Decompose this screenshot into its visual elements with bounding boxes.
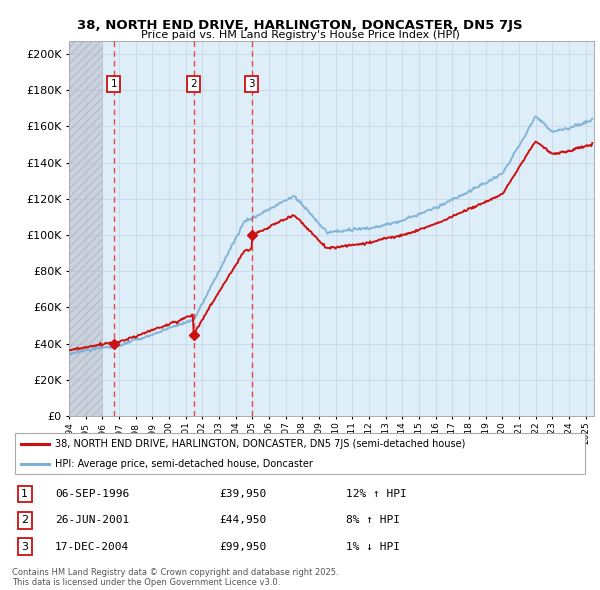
Text: £39,950: £39,950 <box>220 489 266 499</box>
Text: HPI: Average price, semi-detached house, Doncaster: HPI: Average price, semi-detached house,… <box>55 459 313 469</box>
Text: £99,950: £99,950 <box>220 542 266 552</box>
Text: £44,950: £44,950 <box>220 516 266 525</box>
Text: 3: 3 <box>248 80 255 89</box>
Text: 3: 3 <box>21 542 28 552</box>
Text: 1: 1 <box>110 80 117 89</box>
Text: Price paid vs. HM Land Registry's House Price Index (HPI): Price paid vs. HM Land Registry's House … <box>140 30 460 40</box>
Text: 2: 2 <box>21 516 28 525</box>
Text: 1: 1 <box>21 489 28 499</box>
Text: 38, NORTH END DRIVE, HARLINGTON, DONCASTER, DN5 7JS: 38, NORTH END DRIVE, HARLINGTON, DONCAST… <box>77 19 523 32</box>
Text: 1% ↓ HPI: 1% ↓ HPI <box>346 542 400 552</box>
Bar <box>69 41 103 416</box>
Text: 17-DEC-2004: 17-DEC-2004 <box>55 542 130 552</box>
Text: 12% ↑ HPI: 12% ↑ HPI <box>346 489 407 499</box>
Text: 26-JUN-2001: 26-JUN-2001 <box>55 516 130 525</box>
Text: 2: 2 <box>190 80 197 89</box>
Text: Contains HM Land Registry data © Crown copyright and database right 2025.
This d: Contains HM Land Registry data © Crown c… <box>12 568 338 587</box>
Text: 06-SEP-1996: 06-SEP-1996 <box>55 489 130 499</box>
Text: 8% ↑ HPI: 8% ↑ HPI <box>346 516 400 525</box>
FancyBboxPatch shape <box>15 433 585 474</box>
Text: 38, NORTH END DRIVE, HARLINGTON, DONCASTER, DN5 7JS (semi-detached house): 38, NORTH END DRIVE, HARLINGTON, DONCAST… <box>55 438 466 448</box>
